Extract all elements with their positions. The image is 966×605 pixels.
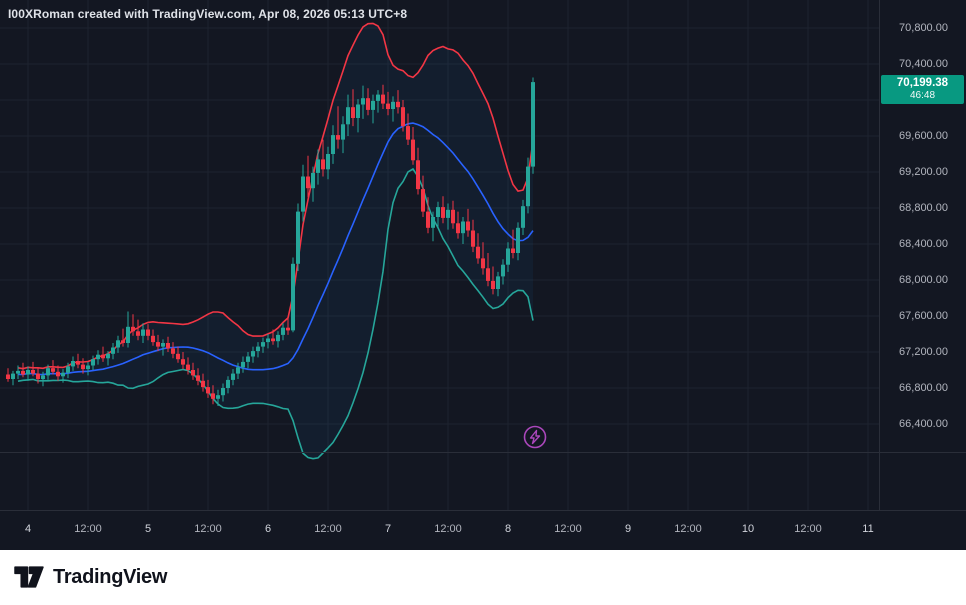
price-axis[interactable]: 70,199.38 46:48 70,800.00 70,400.00 69,600… xyxy=(879,0,966,510)
time-tick-label: 6 xyxy=(264,523,272,535)
lightning-icon[interactable] xyxy=(521,423,549,451)
time-tick-label: 11 xyxy=(862,523,874,535)
time-tick-label: 12:00 xyxy=(74,523,102,535)
price-tick-label: 66,400.00 xyxy=(899,418,948,430)
price-tick-label: 67,200.00 xyxy=(899,346,948,358)
price-tick-label: 70,800.00 xyxy=(899,22,948,34)
last-price-badge: 70,199.38 46:48 xyxy=(881,75,964,105)
time-tick-label: 8 xyxy=(504,523,512,535)
tradingview-logo-text[interactable]: TradingView xyxy=(53,566,168,588)
time-tick-label: 12:00 xyxy=(314,523,342,535)
footer-bar: TradingView xyxy=(0,550,966,605)
time-tick-label: 12:00 xyxy=(794,523,822,535)
time-axis[interactable]: 4 12:00 5 12:00 6 12:00 7 12:00 8 12:00 9 12:00 10 12… xyxy=(0,510,966,551)
time-tick-label: 12:00 xyxy=(554,523,582,535)
time-tick-label: 7 xyxy=(384,523,392,535)
price-tick-label: 68,800.00 xyxy=(899,202,948,214)
price-tick-label: 69,200.00 xyxy=(899,166,948,178)
price-tick-label: 69,600.00 xyxy=(899,130,948,142)
time-tick-label: 5 xyxy=(144,523,152,535)
time-tick-label: 4 xyxy=(24,523,32,535)
time-tick-label: 12:00 xyxy=(674,523,702,535)
tradingview-logo-icon[interactable] xyxy=(14,566,44,589)
price-tick-label: 66,800.00 xyxy=(899,382,948,394)
time-tick-label: 12:00 xyxy=(194,523,222,535)
price-tick-label: 67,600.00 xyxy=(899,310,948,322)
time-tick-label: 9 xyxy=(624,523,632,535)
pane-separator[interactable] xyxy=(0,452,966,453)
price-tick-label: 70,400.00 xyxy=(899,58,948,70)
price-tick-label: 68,000.00 xyxy=(899,274,948,286)
time-tick-label: 12:00 xyxy=(434,523,462,535)
time-tick-label: 10 xyxy=(741,523,755,535)
price-tick-label: 68,400.00 xyxy=(899,238,948,250)
lightning-bolt-icon xyxy=(523,425,547,449)
bar-countdown: 46:48 xyxy=(909,90,936,102)
last-price-value: 70,199.38 xyxy=(896,77,949,90)
attribution-text: I00XRoman created with TradingView.com, … xyxy=(8,7,408,21)
chart-canvas[interactable] xyxy=(0,0,879,550)
